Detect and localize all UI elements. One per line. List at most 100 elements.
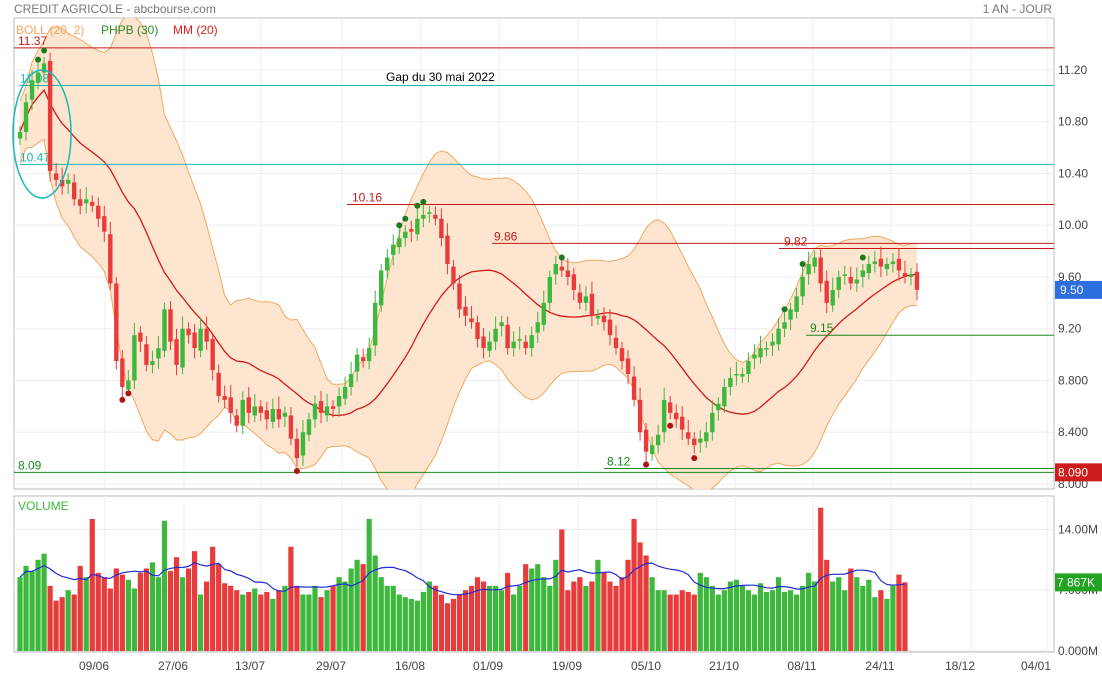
candle-body bbox=[902, 273, 908, 277]
volume-bar bbox=[824, 559, 830, 651]
volume-bar bbox=[408, 598, 414, 651]
volume-bar bbox=[161, 520, 168, 651]
candle-body bbox=[210, 339, 215, 371]
candle-body bbox=[318, 401, 324, 413]
volume-bar bbox=[492, 585, 499, 651]
volume-bar bbox=[264, 591, 270, 651]
phpb-low-marker bbox=[125, 390, 132, 397]
volume-bar bbox=[125, 579, 131, 651]
volume-bar bbox=[733, 579, 739, 651]
volume-bar bbox=[878, 590, 884, 651]
level-label: 9.15 bbox=[810, 321, 834, 335]
volume-bar bbox=[499, 590, 505, 651]
candle-body bbox=[138, 332, 143, 342]
period-label[interactable]: 1 AN - JOUR bbox=[982, 2, 1052, 16]
candle-body bbox=[120, 358, 125, 387]
low-level-value: 8.090 bbox=[1058, 465, 1088, 479]
volume-bar bbox=[330, 585, 336, 651]
phpb-high-marker bbox=[799, 261, 806, 268]
candle-body bbox=[41, 63, 47, 73]
candle-body bbox=[686, 432, 691, 439]
candle-body bbox=[463, 306, 468, 316]
volume-bar bbox=[649, 577, 655, 651]
volume-bar bbox=[450, 598, 457, 651]
candle-body bbox=[415, 218, 420, 235]
volume-bar bbox=[372, 555, 378, 651]
candle-body bbox=[698, 438, 703, 443]
price-tick-label: 8.400 bbox=[1058, 425, 1088, 439]
volume-bar bbox=[384, 585, 390, 651]
level-label: 11.08 bbox=[20, 71, 49, 85]
volume-bar bbox=[842, 590, 848, 651]
phpb-low-marker bbox=[119, 396, 126, 403]
candle-body bbox=[896, 258, 902, 271]
volume-bar bbox=[420, 591, 426, 651]
candle-body bbox=[836, 276, 841, 290]
volume-bar bbox=[643, 555, 649, 651]
gap-highlight-ellipse bbox=[12, 69, 72, 199]
candle-body bbox=[505, 324, 510, 349]
candle-body bbox=[818, 257, 823, 284]
candle-body bbox=[216, 372, 221, 397]
volume-bar bbox=[414, 600, 420, 651]
volume-bar bbox=[240, 594, 246, 651]
price-tick-label: 10.00 bbox=[1058, 218, 1088, 232]
volume-bar bbox=[83, 577, 89, 651]
volume-bar bbox=[553, 559, 559, 651]
volume-bar bbox=[547, 585, 553, 651]
candle-body bbox=[643, 429, 649, 452]
candle-body bbox=[47, 60, 53, 171]
volume-bar bbox=[53, 600, 59, 651]
level-label: 8.12 bbox=[607, 454, 631, 468]
volume-bar bbox=[71, 594, 77, 651]
candle-body bbox=[234, 415, 239, 426]
date-tick-label: 29/07 bbox=[316, 659, 346, 673]
volume-bar bbox=[438, 594, 445, 651]
candle-body bbox=[908, 274, 914, 277]
volume-bar bbox=[336, 577, 342, 651]
candle-body bbox=[872, 261, 878, 265]
candle-body bbox=[240, 399, 245, 426]
volume-bar bbox=[631, 518, 637, 651]
candle-body bbox=[391, 244, 396, 255]
candle-body bbox=[366, 348, 372, 362]
price-tick-label: 11.20 bbox=[1058, 63, 1087, 77]
candle-body bbox=[264, 410, 270, 420]
volume-bar bbox=[378, 577, 384, 651]
candle-body bbox=[144, 344, 149, 365]
candle-body bbox=[397, 238, 402, 248]
level-label: 10.16 bbox=[352, 190, 382, 204]
volume-bar bbox=[210, 546, 216, 651]
candle-body bbox=[168, 309, 173, 342]
candle-body bbox=[830, 289, 835, 306]
volume-bar bbox=[288, 546, 294, 651]
chart-title: CREDIT AGRICOLE - abcbourse.com bbox=[14, 2, 216, 16]
volume-bar bbox=[234, 590, 240, 651]
candle-body bbox=[228, 397, 233, 413]
candle-body bbox=[427, 212, 432, 214]
volume-bar bbox=[294, 585, 300, 651]
candle-body bbox=[607, 319, 613, 336]
level-label: 11.37 bbox=[18, 34, 47, 48]
candle-body bbox=[655, 434, 661, 446]
volume-bar bbox=[775, 577, 782, 651]
volume-bar bbox=[535, 564, 541, 651]
phpb-low-marker bbox=[691, 455, 698, 462]
volume-bar bbox=[739, 585, 746, 651]
candle-body bbox=[595, 315, 601, 319]
volume-bar bbox=[691, 594, 697, 651]
candle-body bbox=[385, 257, 390, 271]
candle-body bbox=[746, 361, 751, 375]
volume-bar bbox=[198, 594, 204, 651]
candle-body bbox=[860, 270, 866, 277]
candle-body bbox=[29, 80, 35, 100]
volume-bar bbox=[228, 585, 234, 651]
candle-body bbox=[601, 315, 607, 323]
candle-body bbox=[78, 199, 83, 206]
candle-body bbox=[330, 406, 336, 409]
phpb-low-marker bbox=[293, 468, 300, 475]
volume-bar bbox=[613, 585, 619, 651]
volume-bar bbox=[390, 585, 396, 651]
phpb-high-marker bbox=[859, 254, 866, 261]
price-tick-label: 10.80 bbox=[1058, 115, 1088, 129]
